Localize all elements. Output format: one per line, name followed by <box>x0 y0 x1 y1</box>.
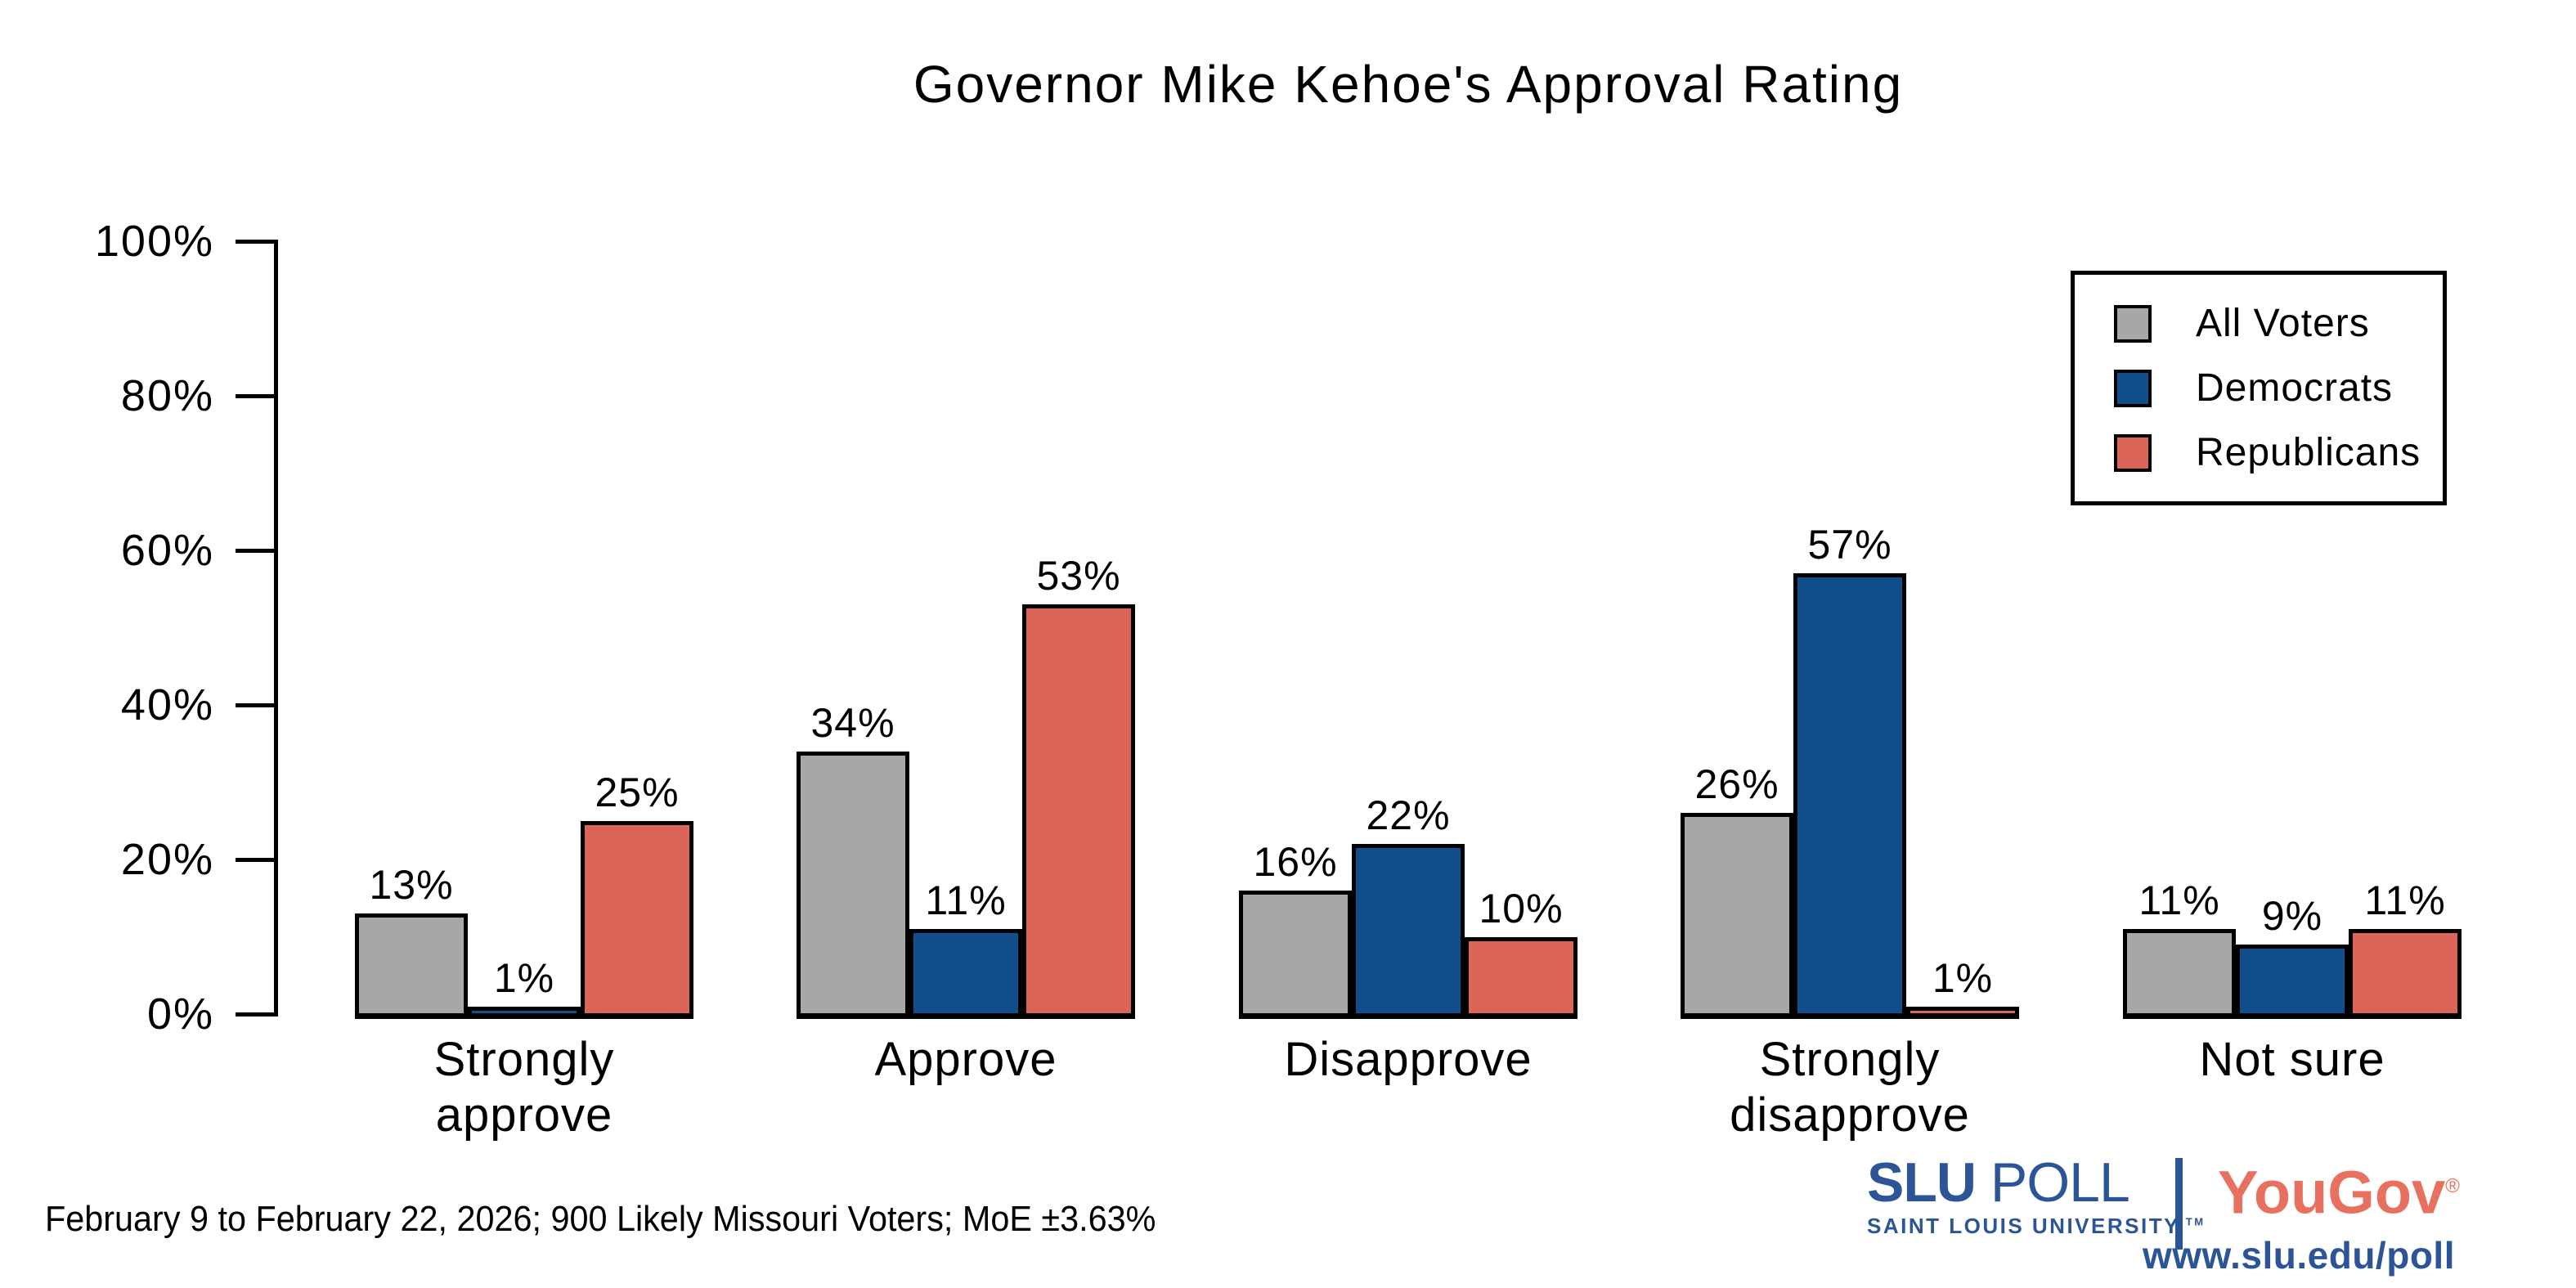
y-axis-tick-label: 20% <box>120 835 214 884</box>
legend-swatch-republicans <box>2114 433 2152 472</box>
yougov-logo: YouGov® <box>2218 1158 2460 1227</box>
bar-value-label-democrats-strongly-disapprove: 57% <box>1807 522 1892 568</box>
y-axis-tick-label: 40% <box>120 680 214 729</box>
bar-republicans-strongly-approve <box>581 821 693 1017</box>
y-axis-tick-label: 80% <box>120 371 214 420</box>
y-axis-tick <box>236 703 274 707</box>
bar-democrats-not-sure <box>2236 945 2349 1017</box>
poll-logo-text: POLL <box>1990 1151 2130 1214</box>
legend-item-republicans: Republicans <box>2114 430 2443 475</box>
bar-all-voters-not-sure <box>2123 929 2236 1017</box>
slu-poll-url: www.slu.edu/poll <box>2143 1234 2455 1277</box>
bar-value-label-all-voters-disapprove: 16% <box>1253 839 1338 885</box>
y-axis-tick <box>236 1012 274 1016</box>
legend-label-republicans: Republicans <box>2196 431 2421 474</box>
y-axis-tick <box>236 549 274 553</box>
bar-value-label-republicans-strongly-approve: 25% <box>595 770 680 815</box>
bar-value-label-all-voters-approve: 34% <box>810 700 895 746</box>
bar-all-voters-approve <box>797 752 909 1017</box>
registered-symbol: ® <box>2445 1175 2460 1197</box>
category-label-disapprove: Disapprove <box>1284 1033 1533 1086</box>
legend-item-democrats: Democrats <box>2114 366 2443 411</box>
slu-logo-text: SLU <box>1867 1151 1977 1214</box>
bar-all-voters-strongly-approve <box>355 913 468 1017</box>
category-label-strongly-disapprove: Strongly disapprove <box>1730 1033 1970 1142</box>
legend-label-democrats: Democrats <box>2196 366 2394 410</box>
bar-republicans-disapprove <box>1465 937 1577 1017</box>
bar-value-label-republicans-not-sure: 11% <box>2364 877 2446 923</box>
bar-all-voters-disapprove <box>1239 891 1352 1017</box>
y-axis-line <box>274 240 278 1016</box>
category-label-not-sure: Not sure <box>2199 1033 2385 1086</box>
legend-swatch-all-voters <box>2114 304 2152 343</box>
bar-value-label-all-voters-strongly-disapprove: 26% <box>1694 761 1779 807</box>
legend-swatch-democrats <box>2114 369 2152 407</box>
chart-title: Governor Mike Kehoe's Approval Rating <box>913 55 1904 114</box>
bar-republicans-not-sure <box>2349 929 2462 1017</box>
bar-republicans-approve <box>1022 604 1135 1017</box>
footnote: February 9 to February 22, 2026; 900 Lik… <box>45 1199 1156 1239</box>
bar-democrats-disapprove <box>1352 844 1465 1017</box>
category-label-strongly-approve: Strongly approve <box>433 1033 615 1142</box>
bar-value-label-republicans-strongly-disapprove: 1% <box>1932 955 1994 1001</box>
y-axis-tick <box>236 240 274 244</box>
trademark-symbol: TM <box>2185 1215 2206 1228</box>
bar-value-label-democrats-not-sure: 9% <box>2261 893 2323 939</box>
y-axis-tick-label: 60% <box>120 526 214 575</box>
bar-democrats-strongly-disapprove <box>1793 573 1906 1017</box>
legend-label-all-voters: All Voters <box>2196 302 2370 345</box>
bar-value-label-all-voters-not-sure: 11% <box>2138 877 2220 923</box>
legend: All Voters Democrats Republicans <box>2071 271 2447 505</box>
bar-republicans-strongly-disapprove <box>1906 1007 2019 1017</box>
y-axis-tick <box>236 858 274 862</box>
bar-value-label-republicans-disapprove: 10% <box>1479 886 1564 931</box>
bar-value-label-democrats-strongly-approve: 1% <box>493 955 555 1001</box>
bar-value-label-republicans-approve: 53% <box>1036 553 1121 599</box>
legend-item-all-voters: All Voters <box>2114 301 2443 346</box>
slu-poll-logo: SLU POLL <box>1867 1155 2130 1210</box>
bar-value-label-democrats-disapprove: 22% <box>1366 792 1451 838</box>
category-label-approve: Approve <box>874 1033 1057 1086</box>
bar-democrats-approve <box>909 929 1022 1017</box>
bar-democrats-strongly-approve <box>468 1007 581 1017</box>
bar-value-label-all-voters-strongly-approve: 13% <box>369 862 454 908</box>
saint-louis-university-label: SAINT LOUIS UNIVERSITY.TM <box>1867 1214 2206 1238</box>
brand-divider <box>2175 1158 2183 1250</box>
y-axis-tick <box>236 394 274 398</box>
bar-all-voters-strongly-disapprove <box>1681 813 1793 1017</box>
y-axis-tick-label: 0% <box>146 990 214 1039</box>
bar-value-label-democrats-approve: 11% <box>925 877 1007 923</box>
y-axis-tick-label: 100% <box>94 217 214 266</box>
